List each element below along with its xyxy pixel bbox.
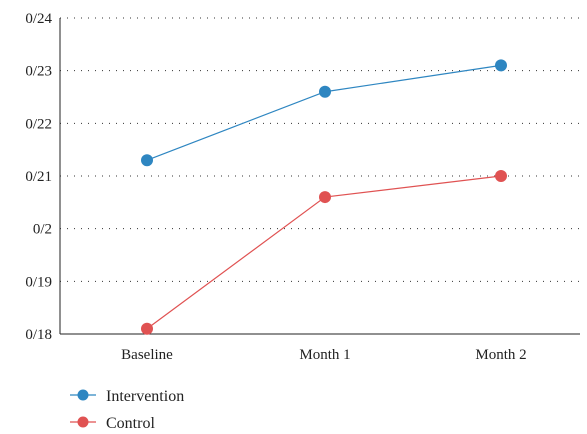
y-tick-label: 0/21 bbox=[25, 169, 52, 185]
y-tick-label: 0/24 bbox=[25, 11, 52, 27]
series-line-intervention bbox=[147, 65, 501, 160]
x-tick-label: Baseline bbox=[121, 347, 173, 363]
legend: Intervention Control bbox=[70, 388, 184, 432]
legend-marker-intervention bbox=[78, 390, 89, 401]
y-tick-label: 0/23 bbox=[25, 64, 52, 80]
grid-lines bbox=[60, 18, 580, 281]
data-point-intervention bbox=[495, 59, 507, 71]
y-tick-label: 0/22 bbox=[25, 116, 52, 132]
data-point-intervention bbox=[141, 154, 153, 166]
legend-label-control: Control bbox=[106, 415, 155, 432]
data-point-intervention bbox=[319, 86, 331, 98]
legend-marker-control bbox=[78, 417, 89, 428]
data-point-control bbox=[495, 170, 507, 182]
data-point-control bbox=[141, 323, 153, 335]
x-tick-label: Month 2 bbox=[475, 347, 526, 363]
y-axis-ticks: 0/18 0/19 0/2 0/21 0/22 0/23 0/24 bbox=[25, 11, 52, 343]
y-tick-label: 0/18 bbox=[25, 327, 52, 343]
y-tick-label: 0/19 bbox=[25, 274, 52, 290]
x-axis-ticks: Baseline Month 1 Month 2 bbox=[121, 347, 526, 363]
legend-label-intervention: Intervention bbox=[106, 388, 184, 405]
series-group bbox=[141, 59, 507, 334]
x-tick-label: Month 1 bbox=[299, 347, 350, 363]
y-tick-label: 0/2 bbox=[33, 222, 52, 238]
data-point-control bbox=[319, 191, 331, 203]
